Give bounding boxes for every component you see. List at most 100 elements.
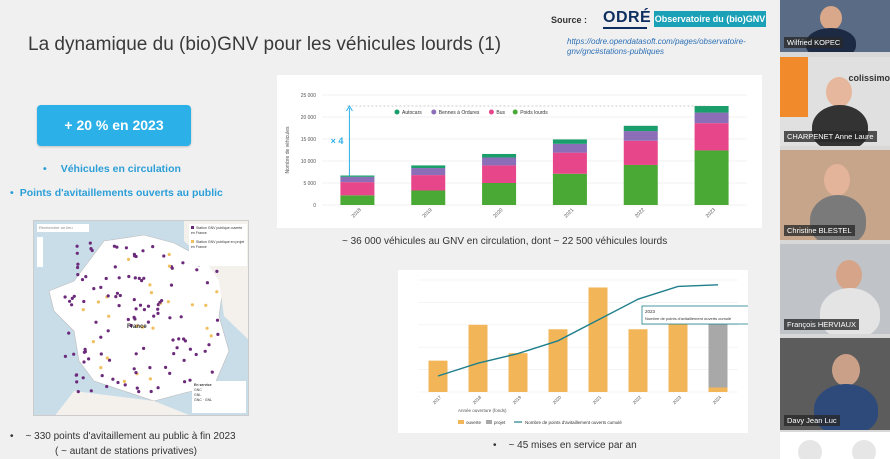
observatoire-button[interactable]: Observatoire du (bio)GNV <box>654 11 766 27</box>
x-tick-label: 2023 <box>672 394 683 405</box>
background-logo-text: colissimo <box>848 73 890 83</box>
station-dot <box>129 323 133 328</box>
x-tick-label: 2018 <box>472 394 483 405</box>
station-dot <box>207 343 211 347</box>
legend-swatch <box>512 109 518 115</box>
station-dot <box>215 318 220 322</box>
station-dot <box>133 254 137 258</box>
legend-project-text: Station GNV publique en projet en France <box>191 240 245 249</box>
station-dot <box>96 300 100 304</box>
station-dot <box>106 294 110 298</box>
station-dot <box>151 245 155 249</box>
bar-open <box>468 324 488 392</box>
gallery-controls <box>780 432 890 459</box>
bar-segment <box>482 157 517 166</box>
station-dot <box>148 283 152 287</box>
station-dot <box>70 303 74 307</box>
station-dot <box>194 352 198 357</box>
bar-segment <box>552 152 587 174</box>
legend-open-text: Station GNV publique ouverte en France <box>191 226 243 235</box>
gallery-control-button[interactable] <box>798 440 822 459</box>
bullet-dot: • <box>10 187 14 199</box>
zoom-control[interactable] <box>37 237 43 267</box>
services-caption-text: ~ 45 mises en service par an <box>508 440 637 451</box>
station-dot <box>76 265 80 270</box>
station-dot <box>111 377 115 381</box>
bullet-stations-text: Points d'avitaillements ouverts au publi… <box>19 187 223 199</box>
station-dot <box>142 346 146 350</box>
bar-open <box>588 287 608 392</box>
vehicles-chart-panel: 0 5 000 10 000 15 000 20 000 25 000 Nombre de … <box>277 75 762 228</box>
station-dot <box>140 279 144 283</box>
bar-open <box>708 387 728 392</box>
y-tick-label: 25 000 <box>301 93 317 99</box>
station-dot <box>126 257 131 261</box>
participant-tile[interactable]: Davy Jean Luc <box>780 338 890 430</box>
station-dot <box>116 380 120 385</box>
legend-swatch <box>458 420 464 424</box>
legend-project-swatch <box>191 240 194 243</box>
station-dot <box>166 300 170 304</box>
map-legend: Station GNV publique ouverte en France S… <box>189 224 247 266</box>
station-dot <box>70 296 74 300</box>
station-dot <box>127 274 131 279</box>
map-search-input[interactable]: Rechercher un lieu <box>37 224 89 232</box>
legend-project-item: Station GNV publique en projet en France <box>191 240 245 250</box>
participant-tile[interactable]: Wilfried KOPEC <box>780 0 890 52</box>
x-tick-label: 2017 <box>432 394 443 405</box>
station-dot <box>137 276 141 280</box>
station-dot <box>132 315 136 319</box>
station-dot <box>100 374 104 378</box>
bar-segment <box>411 175 446 191</box>
bar-segment <box>623 164 658 205</box>
odre-logo-underline <box>603 27 647 29</box>
tooltip-year: 2023 <box>645 309 656 314</box>
station-dot <box>152 314 156 318</box>
station-dot <box>215 290 219 294</box>
participant-tile[interactable]: François HERVIAUX <box>780 244 890 334</box>
x-tick-label: 2021 <box>563 207 575 219</box>
map-legend-box: En service GNC GNL GNC · GNL <box>192 381 246 413</box>
station-dot <box>141 249 145 253</box>
bar-project <box>708 323 728 388</box>
x-tick-label: 2024 <box>712 394 723 405</box>
growth-annotation: × 4 <box>331 136 344 146</box>
station-dot <box>203 349 207 353</box>
stations-map[interactable]: Rechercher un lieu Station GNV publique … <box>33 220 249 416</box>
participant-tile[interactable]: colissimo CHARPENET Anne Laure <box>780 57 890 146</box>
vehicles-caption: ~ 36 000 véhicules au GNV en circulation… <box>342 236 668 247</box>
station-dot <box>84 275 88 279</box>
station-dot <box>105 384 109 389</box>
station-dot <box>68 299 72 303</box>
source-link[interactable]: https://odre.opendatasoft.com/pages/obse… <box>567 37 746 56</box>
legend-label: ouverte <box>466 420 482 425</box>
bar-segment <box>340 195 375 205</box>
gallery-control-button[interactable] <box>852 440 876 459</box>
station-dot <box>107 358 112 362</box>
station-dot <box>134 352 138 356</box>
legend-swatch <box>431 109 437 115</box>
station-dot <box>99 335 103 339</box>
y-tick-label: 20 000 <box>301 115 317 121</box>
station-dot <box>132 367 136 371</box>
bar-open <box>548 329 568 392</box>
station-dot <box>132 298 136 302</box>
station-dot <box>146 320 150 324</box>
stations-private-caption: ( ~ autant de stations privatives) <box>55 446 198 457</box>
station-dot <box>133 276 137 280</box>
station-dot <box>167 252 171 257</box>
map-country-label: France <box>127 324 147 330</box>
station-dot <box>169 283 174 287</box>
map-legend-box-item: GNC · GNL <box>194 398 213 402</box>
station-dot <box>72 352 76 356</box>
participant-head <box>826 77 852 107</box>
bar-segment <box>694 123 729 151</box>
station-dot <box>115 245 119 249</box>
participant-tile[interactable]: Christine BLESTEL <box>780 150 890 240</box>
bar-open <box>428 360 448 392</box>
bullet-dot: • <box>493 440 497 451</box>
services-caption: • ~ 45 mises en service par an <box>493 440 637 451</box>
station-dot <box>63 295 67 299</box>
participant-name: CHARPENET Anne Laure <box>784 131 877 142</box>
